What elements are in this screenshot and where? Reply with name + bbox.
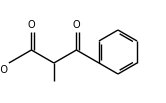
Text: O: O: [73, 20, 80, 30]
Text: HO: HO: [0, 65, 8, 75]
Text: O: O: [28, 20, 35, 30]
